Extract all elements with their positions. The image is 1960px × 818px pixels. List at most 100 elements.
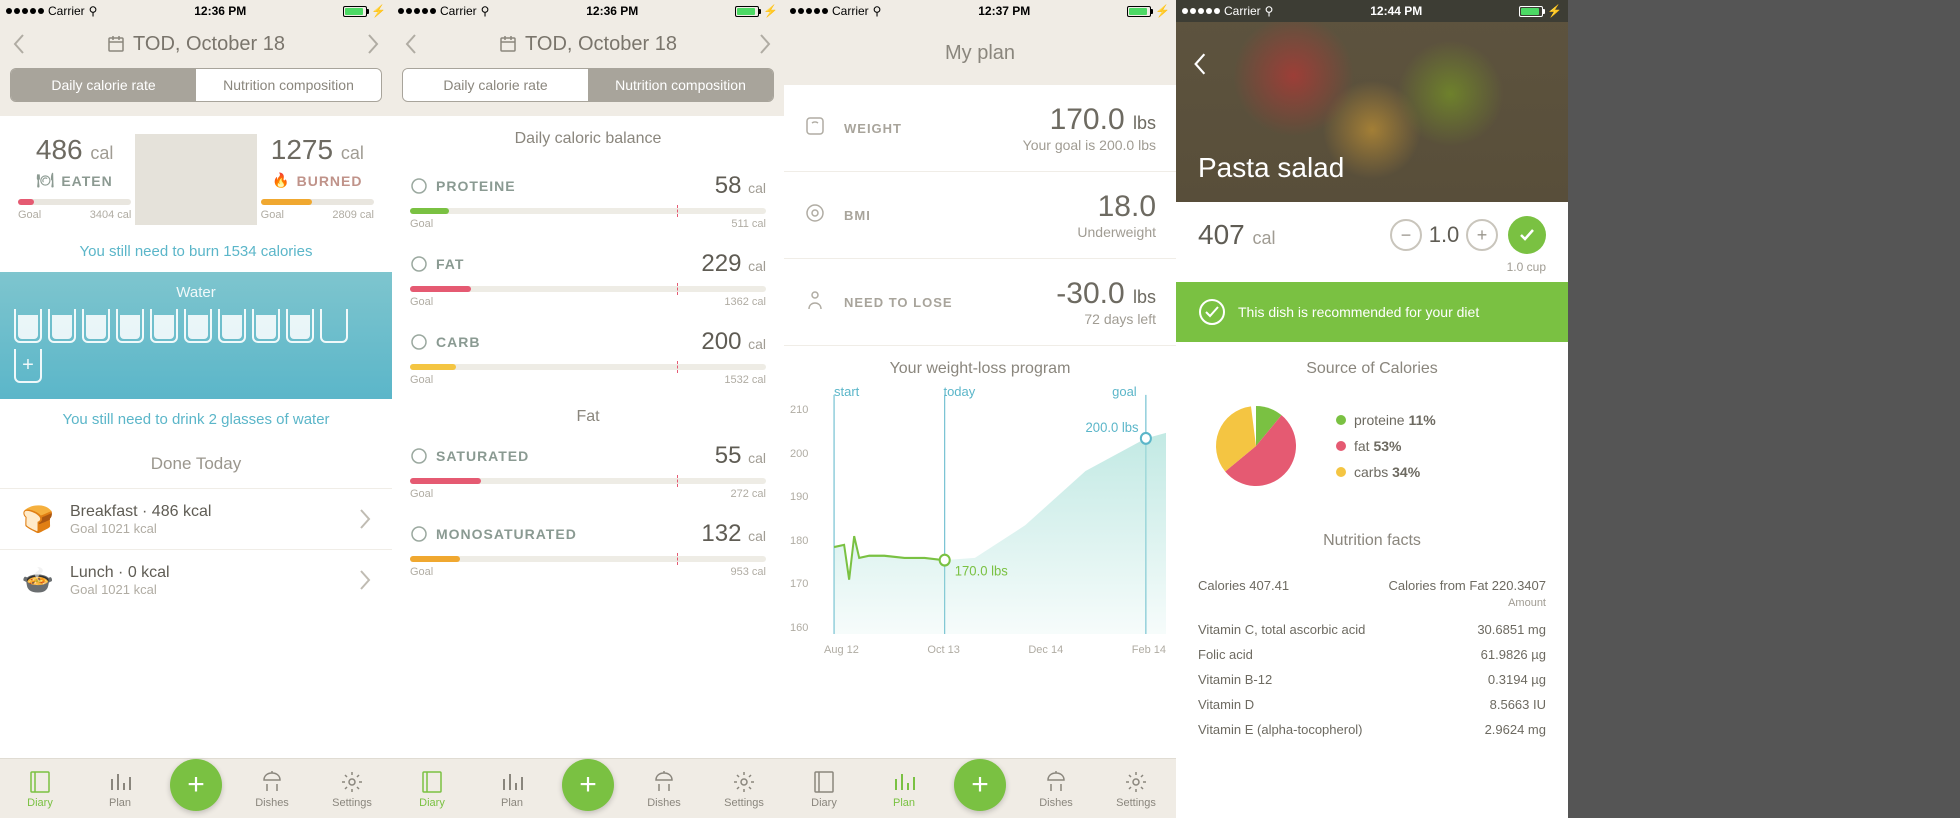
segment-control: Daily calorie rate Nutrition composition	[10, 68, 382, 102]
food-hero: Pasta salad	[1176, 22, 1568, 202]
tab-settings[interactable]: Settings	[714, 769, 774, 809]
date-title[interactable]: TOD, October 18	[499, 33, 677, 56]
stat-value: 170.0 lbs	[1023, 103, 1156, 137]
nutrition-label: FAT	[410, 255, 464, 273]
stat-row[interactable]: WEIGHT170.0 lbsYour goal is 200.0 lbs	[784, 85, 1176, 172]
back-button[interactable]	[1192, 52, 1208, 81]
nutrition-fact-row: Vitamin B-120.3194 µg	[1176, 667, 1568, 692]
meal-icon: 🍞	[18, 499, 58, 539]
carrier-label: Carrier	[48, 4, 85, 18]
person-icon	[804, 289, 832, 316]
meal-goal: Goal 1021 kcal	[70, 521, 356, 536]
water-message: You still need to drink 2 glasses of wat…	[0, 399, 392, 440]
weight-chart: start today goal 210200190180170160 170.…	[784, 384, 1176, 664]
water-glass[interactable]	[48, 309, 76, 343]
tab-dishes[interactable]: Dishes	[242, 769, 302, 809]
tab-bar: Diary Plan + Dishes Settings	[0, 758, 392, 818]
tab-plan[interactable]: Plan	[874, 769, 934, 809]
stat-row[interactable]: NEED TO LOSE-30.0 lbs72 days left	[784, 259, 1176, 346]
target-icon	[804, 202, 832, 229]
status-bar: Carrier⚲ 12:44 PM ⚡	[1176, 0, 1568, 22]
tab-settings[interactable]: Settings	[1106, 769, 1166, 809]
scale-icon	[804, 115, 832, 142]
add-button[interactable]: +	[954, 759, 1006, 811]
done-today-title: Done Today	[0, 440, 392, 488]
nutrition-row: PROTEINE58 cal Goal511 cal	[392, 162, 784, 240]
chart-label-start: start	[834, 384, 859, 399]
tab-diary[interactable]: Diary	[794, 769, 854, 809]
nutrition-fact-row: Vitamin D8.5663 IU	[1176, 692, 1568, 717]
tab-diary[interactable]: Diary	[402, 769, 462, 809]
tab-plan[interactable]: Plan	[90, 769, 150, 809]
nf-amount-label: Amount	[1176, 597, 1568, 617]
nutrition-value: 58 cal	[715, 172, 766, 200]
next-day-button[interactable]	[756, 30, 774, 58]
serving-plus-button[interactable]: +	[1466, 219, 1498, 251]
serving-unit: 1.0 cup	[1176, 260, 1568, 282]
nf-right: Calories from Fat 220.3407	[1388, 578, 1546, 593]
seg-daily-calorie[interactable]: Daily calorie rate	[11, 69, 196, 101]
bowl-icon: 🍽	[37, 172, 56, 189]
screen-diary-nutrition: Carrier⚲ 12:36 PM ⚡ TOD, October 18 Dail…	[392, 0, 784, 818]
prev-day-button[interactable]	[10, 30, 28, 58]
chevron-right-icon	[356, 566, 374, 594]
add-button[interactable]: +	[170, 759, 222, 811]
water-glass[interactable]	[116, 309, 144, 343]
food-calories: 407 cal	[1198, 219, 1276, 251]
fact-value: 30.6851 mg	[1477, 622, 1546, 637]
nutrition-value: 55 cal	[715, 442, 766, 470]
recommended-banner: This dish is recommended for your diet	[1176, 282, 1568, 342]
seg-nutrition[interactable]: Nutrition composition	[196, 69, 381, 101]
add-button[interactable]: +	[562, 759, 614, 811]
status-bar: Carrier⚲ 12:36 PM ⚡	[392, 0, 784, 22]
seg-daily-calorie[interactable]: Daily calorie rate	[403, 69, 588, 101]
water-glass[interactable]	[286, 309, 314, 343]
water-glass[interactable]	[82, 309, 110, 343]
date-title[interactable]: TOD, October 18	[107, 33, 285, 56]
add-water-button[interactable]: +	[14, 349, 42, 383]
fact-value: 8.5663 IU	[1490, 697, 1546, 712]
chart-label-today: today	[943, 384, 975, 399]
nutrition-fact-row: Vitamin E (alpha-tocopherol)2.9624 mg	[1176, 717, 1568, 742]
chart-title: Your weight-loss program	[784, 346, 1176, 384]
seg-nutrition[interactable]: Nutrition composition	[588, 69, 773, 101]
fact-name: Vitamin E (alpha-tocopherol)	[1198, 722, 1363, 737]
status-bar: Carrier⚲ 12:37 PM ⚡	[784, 0, 1176, 22]
nutrition-label: CARB	[410, 333, 480, 351]
water-glass[interactable]	[150, 309, 178, 343]
tab-settings[interactable]: Settings	[322, 769, 382, 809]
water-glass[interactable]	[184, 309, 212, 343]
tab-plan[interactable]: Plan	[482, 769, 542, 809]
food-title: Pasta salad	[1198, 152, 1344, 184]
fact-name: Vitamin B-12	[1198, 672, 1272, 687]
serving-value: 1.0	[1426, 222, 1462, 248]
chart-goal-annot: 200.0 lbs	[1086, 419, 1139, 435]
water-glass[interactable]	[14, 309, 42, 343]
stat-label: NEED TO LOSE	[844, 295, 953, 310]
stat-value: -30.0 lbs	[1056, 277, 1156, 311]
next-day-button[interactable]	[364, 30, 382, 58]
water-glass[interactable]	[218, 309, 246, 343]
legend-item: carbs 34%	[1336, 464, 1436, 480]
eaten-block: 486 cal 🍽EATEN Goal3404 cal	[14, 134, 135, 225]
confirm-button[interactable]	[1508, 216, 1546, 254]
stat-sub: Your goal is 200.0 lbs	[1023, 137, 1156, 153]
balance-title: Daily caloric balance	[392, 116, 784, 162]
serving-minus-button[interactable]: −	[1390, 219, 1422, 251]
meal-row[interactable]: 🍞Breakfast · 486 kcalGoal 1021 kcal	[0, 488, 392, 549]
stat-row[interactable]: BMI18.0 Underweight	[784, 172, 1176, 259]
tab-dishes[interactable]: Dishes	[1026, 769, 1086, 809]
tab-diary[interactable]: Diary	[10, 769, 70, 809]
battery-icon	[343, 6, 367, 17]
water-glass-empty[interactable]	[320, 309, 348, 343]
meal-row[interactable]: 🍲Lunch · 0 kcalGoal 1021 kcal	[0, 549, 392, 610]
nutrition-row: FAT229 cal Goal1362 cal	[392, 240, 784, 318]
water-glass[interactable]	[252, 309, 280, 343]
nutrition-row: MONOSATURATED132 cal Goal953 cal	[392, 510, 784, 588]
fact-name: Folic acid	[1198, 647, 1253, 662]
tab-dishes[interactable]: Dishes	[634, 769, 694, 809]
meal-goal: Goal 1021 kcal	[70, 582, 356, 597]
prev-day-button[interactable]	[402, 30, 420, 58]
flame-icon: 🔥	[272, 172, 290, 189]
legend-item: proteine 11%	[1336, 412, 1436, 428]
